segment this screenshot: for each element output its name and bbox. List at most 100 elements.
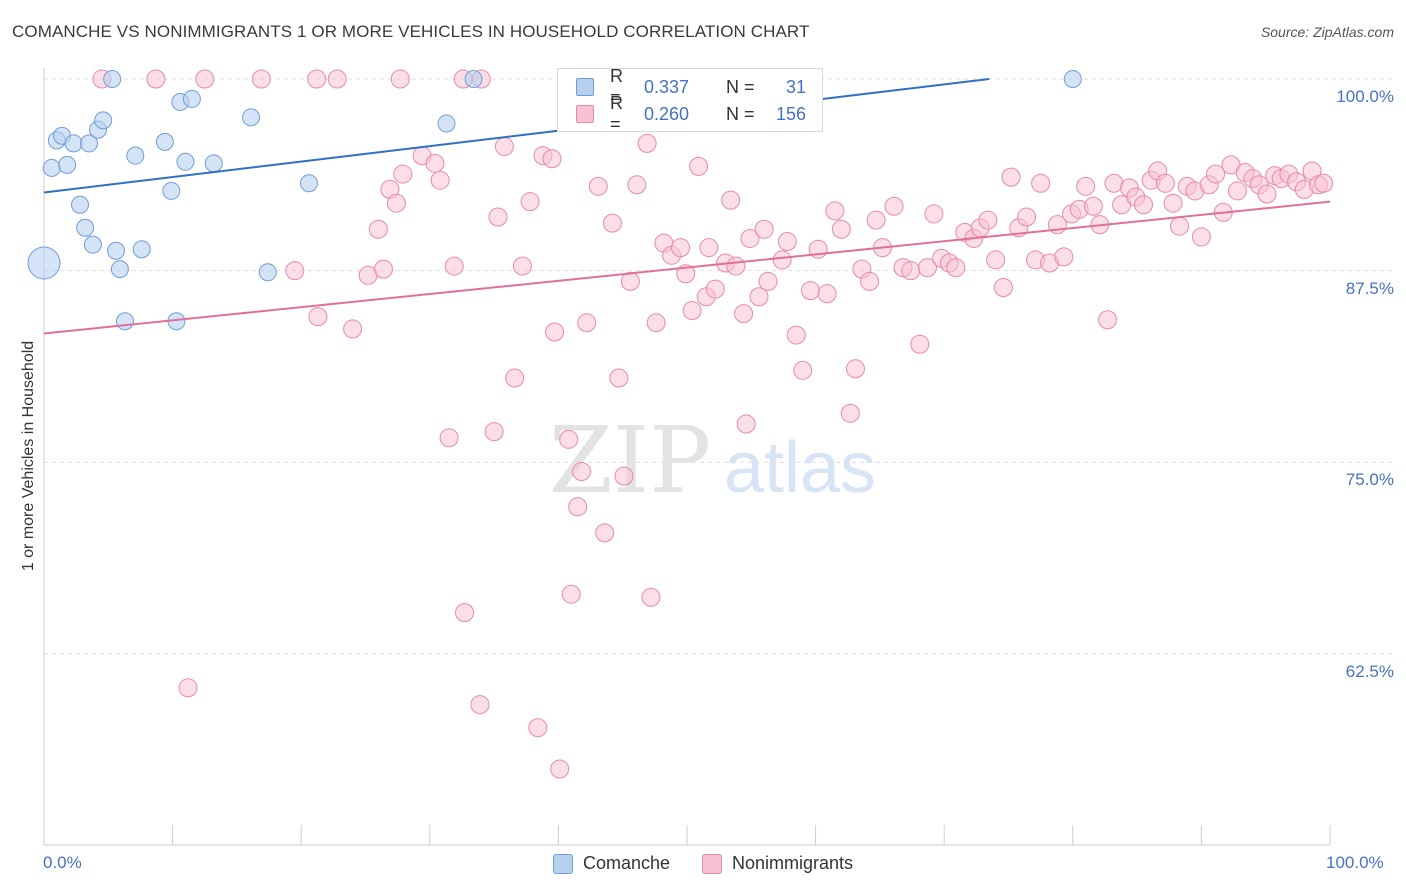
nonimmigrants-point (327, 69, 347, 89)
nonimmigrants-point (425, 153, 445, 173)
nonimmigrants-point (1083, 196, 1103, 216)
nonimmigrants-point (430, 170, 450, 190)
nonimmigrants-point (614, 466, 634, 486)
source-label: Source: ZipAtlas.com (1260, 24, 1394, 40)
nonimmigrants-point (646, 313, 666, 333)
comanche-point (126, 146, 145, 165)
x-tick-label: 100.0% (1326, 853, 1384, 872)
comanche-point (258, 263, 277, 282)
comanche-point (94, 111, 113, 130)
grid-lines (44, 78, 1392, 655)
nonimmigrants-point (793, 360, 813, 380)
nonimmigrants-point (1134, 195, 1154, 215)
comanche-point (204, 154, 223, 173)
nonimmigrants-point (758, 271, 778, 291)
nonimmigrants-point (1098, 310, 1118, 330)
nonimmigrants-point (308, 307, 328, 327)
comanche-point (299, 174, 318, 193)
nonimmigrants-point (627, 175, 647, 195)
nonimmigrants-point (777, 232, 797, 252)
nonimmigrants-point (1257, 184, 1277, 204)
watermark-atlas: atlas (724, 428, 876, 508)
nonimmigrants-point (671, 238, 691, 258)
nonimmigrants-swatch (702, 853, 722, 874)
nonimmigrants-point (343, 319, 363, 339)
nonimmigrants-point (917, 258, 937, 278)
nonimmigrants-point (620, 271, 640, 291)
nonimmigrants-point (1206, 164, 1226, 184)
nonimmigrants-point (307, 69, 327, 89)
nonimmigrants-point (1017, 207, 1037, 227)
nonimmigrants-point (146, 69, 166, 89)
n-label: N = (726, 76, 755, 97)
n-value: 156 (775, 103, 806, 124)
nonimmigrants-point (588, 176, 608, 196)
stats-legend: R = 0.337 N = 31 R = 0.260 N = 156 (557, 66, 823, 134)
nonimmigrants-point (520, 192, 540, 212)
comanche-point (132, 240, 151, 259)
axes (43, 68, 1331, 846)
nonimmigrants-point (488, 207, 508, 227)
nonimmigrants-point (840, 403, 860, 423)
nonimmigrants-point (455, 603, 475, 623)
nonimmigrants-point (386, 193, 406, 213)
nonimmigrants-point (1031, 173, 1051, 193)
nonimmigrants-point (178, 678, 198, 698)
comanche-point (64, 134, 83, 153)
nonimmigrants-point (559, 429, 579, 449)
nonimmigrants-point (285, 261, 305, 281)
legend-label: Nonimmigrants (732, 853, 854, 873)
nonimmigrants-point (993, 278, 1013, 298)
legend-item-comanche: Comanche (552, 853, 670, 874)
nonimmigrants-point (772, 250, 792, 270)
nonimmigrants-point (910, 334, 930, 354)
r-value: 0.337 (644, 76, 690, 97)
comanche-point (58, 155, 77, 174)
series-legend: Comanche Nonimmigrants (0, 853, 1406, 874)
nonimmigrants-point (740, 228, 760, 248)
comanche-swatch (552, 853, 573, 874)
nonimmigrants-point (641, 587, 661, 607)
r-value: 0.260 (644, 103, 690, 124)
nonimmigrants-point (550, 759, 570, 779)
nonimmigrants-point (528, 718, 548, 738)
nonimmigrants-point (602, 213, 622, 233)
nonimmigrants-point (368, 219, 388, 239)
comanche-point (83, 235, 102, 254)
nonimmigrants-point (1054, 247, 1074, 267)
nonimmigrants-point (393, 164, 413, 184)
r-label: R = (610, 93, 623, 134)
nonimmigrants-point (609, 368, 629, 388)
comanche-point (162, 181, 181, 200)
nonimmigrants-point (1001, 167, 1021, 187)
nonimmigrants-point (577, 313, 597, 333)
y-tick-label: 87.5% (1345, 279, 1394, 298)
comanche-point (116, 312, 135, 331)
nonimmigrants-point (721, 190, 741, 210)
nonimmigrants-point (845, 359, 865, 379)
nonimmigrants-point (444, 256, 464, 276)
nonimmigrants-point (568, 497, 588, 517)
n-label: N = (726, 103, 755, 124)
y-tick-label: 75.0% (1345, 470, 1394, 489)
comanche-points (27, 70, 1082, 331)
comanche-point (1063, 70, 1082, 88)
nonimmigrants-point (1076, 176, 1096, 196)
nonimmigrants-point (699, 238, 719, 258)
comanche-point (155, 132, 174, 151)
y-axis-label: 1 or more Vehicles in Household (20, 340, 37, 572)
comanche-point (107, 241, 126, 260)
comanche-point (42, 158, 61, 177)
legend-row-nonimmigrants: R = 0.260 N = 156 (576, 93, 806, 134)
nonimmigrants-point (484, 422, 504, 442)
nonimmigrants-point (390, 69, 410, 89)
nonimmigrants-point (637, 133, 657, 153)
comanche-point (182, 89, 201, 108)
nonimmigrants-points (92, 69, 1334, 779)
legend-label: Comanche (582, 853, 670, 873)
nonimmigrants-point (800, 281, 820, 301)
nonimmigrants-point (1155, 173, 1175, 193)
nonimmigrants-point (545, 322, 565, 342)
nonimmigrants-point (689, 156, 709, 176)
nonimmigrants-point (736, 414, 756, 434)
